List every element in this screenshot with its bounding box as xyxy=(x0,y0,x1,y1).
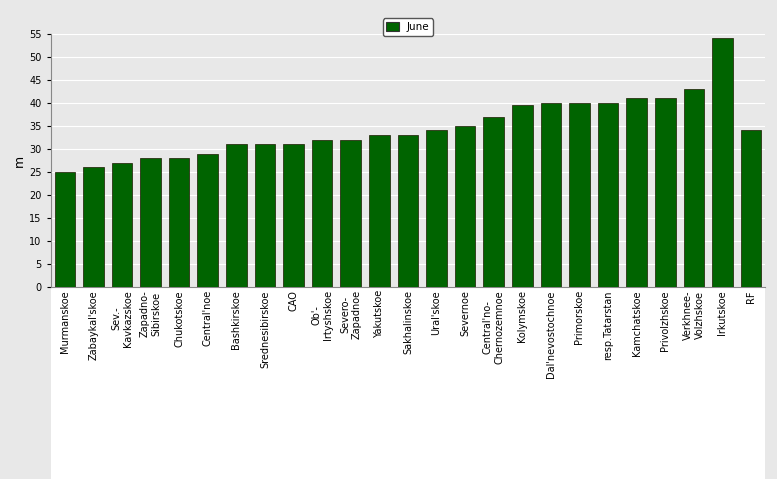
Bar xyxy=(398,135,418,287)
Bar xyxy=(655,98,675,287)
Bar xyxy=(541,103,561,287)
Bar xyxy=(169,158,190,287)
Bar xyxy=(54,172,75,287)
Bar xyxy=(83,167,103,287)
Bar xyxy=(598,103,618,287)
Bar xyxy=(713,38,733,287)
Bar xyxy=(112,163,132,287)
Bar xyxy=(427,130,447,287)
Bar xyxy=(312,140,333,287)
Y-axis label: m: m xyxy=(13,154,26,167)
Bar xyxy=(255,144,275,287)
Bar xyxy=(455,126,476,287)
Bar xyxy=(284,144,304,287)
Bar xyxy=(626,98,647,287)
Bar xyxy=(740,130,761,287)
Bar xyxy=(340,140,361,287)
Bar xyxy=(570,103,590,287)
Bar xyxy=(226,144,246,287)
Bar xyxy=(684,89,704,287)
Bar xyxy=(512,105,532,287)
Bar xyxy=(141,158,161,287)
Legend: June: June xyxy=(382,18,434,36)
Bar xyxy=(369,135,389,287)
Bar xyxy=(197,154,218,287)
Bar xyxy=(483,116,504,287)
